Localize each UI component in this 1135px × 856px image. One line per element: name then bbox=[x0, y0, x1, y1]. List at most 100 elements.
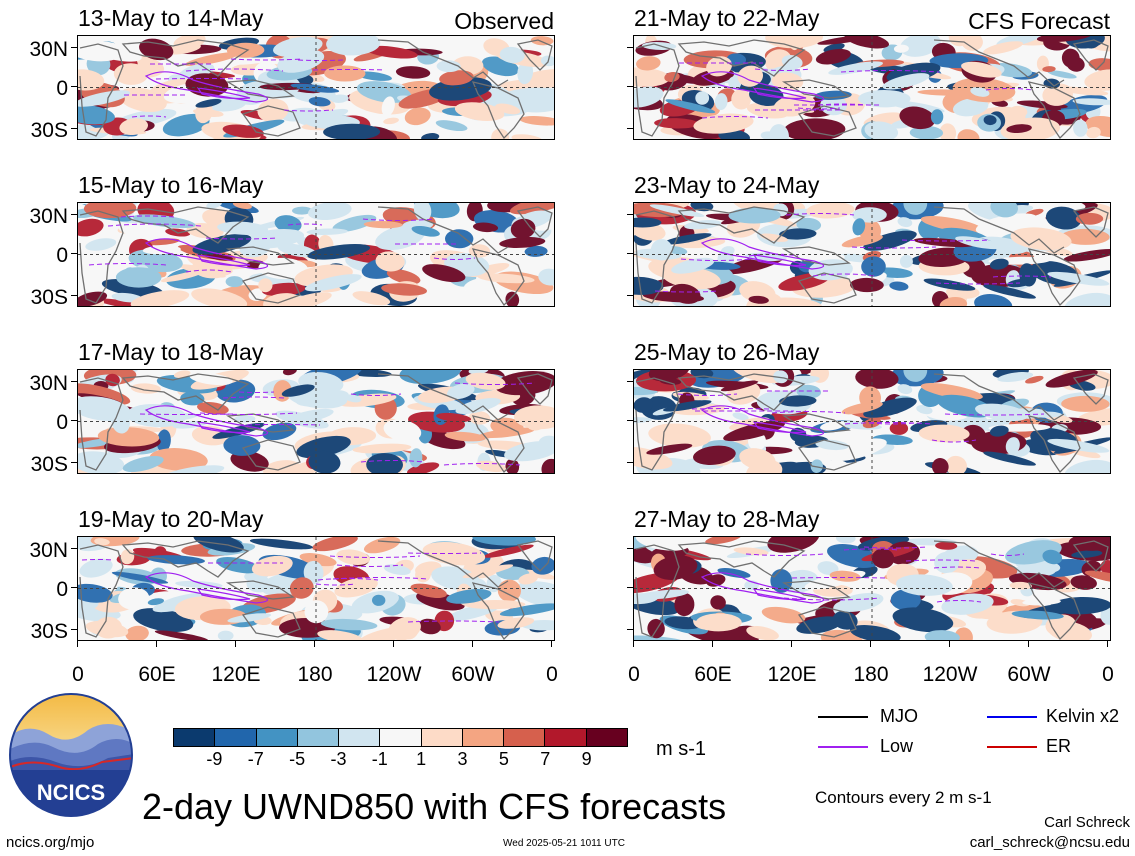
colorbar-units: m s-1 bbox=[656, 738, 706, 760]
axis-tick bbox=[627, 629, 633, 630]
lat-label-30s: 30S bbox=[30, 119, 68, 142]
axis-tick bbox=[627, 381, 633, 382]
panel-title-obs-4: 19-May to 20-May bbox=[78, 506, 264, 532]
axis-tick bbox=[627, 462, 633, 463]
axis-tick bbox=[1028, 640, 1029, 647]
lon-label: 180 bbox=[297, 663, 333, 686]
lat-label-eq: 0 bbox=[56, 411, 68, 434]
axis-tick bbox=[627, 47, 633, 48]
axis-tick bbox=[71, 629, 77, 630]
legend-line-kelvin bbox=[987, 716, 1037, 718]
colorbar-swatch bbox=[503, 729, 545, 746]
colorbar-swatch bbox=[461, 729, 504, 746]
axis-tick bbox=[627, 548, 633, 549]
colorbar-tick-label: 9 bbox=[581, 749, 592, 769]
footer-author: Carl Schreck bbox=[1044, 814, 1130, 831]
axis-tick bbox=[77, 640, 78, 647]
lon-label: 0 bbox=[1102, 663, 1114, 686]
colorbar-swatch bbox=[585, 729, 627, 746]
footer-email[interactable]: carl_schreck@ncsu.edu bbox=[969, 834, 1130, 851]
legend-label-kelvin: Kelvin x2 bbox=[1046, 706, 1120, 726]
lon-label: 60E bbox=[138, 663, 176, 686]
panel-title-fcst-4: 27-May to 28-May bbox=[634, 506, 820, 532]
axis-tick bbox=[712, 640, 713, 647]
legend-label-er: ER bbox=[1046, 736, 1072, 756]
colorbar-swatch bbox=[338, 729, 380, 746]
axis-tick bbox=[156, 640, 157, 647]
axis-tick bbox=[71, 47, 77, 48]
map-panel-fcst-3 bbox=[633, 369, 1111, 474]
axis-tick bbox=[949, 640, 950, 647]
axis-tick bbox=[71, 587, 77, 588]
legend-label-low: Low bbox=[880, 736, 914, 756]
page-title: 2-day UWND850 with CFS forecasts bbox=[142, 786, 727, 827]
lon-label: 0 bbox=[72, 663, 84, 686]
axis-tick bbox=[71, 253, 77, 254]
axis-tick bbox=[627, 214, 633, 215]
axis-tick bbox=[393, 640, 394, 647]
lat-label-eq: 0 bbox=[56, 578, 68, 601]
lon-label: 0 bbox=[628, 663, 640, 686]
contour-note: Contours every 2 m s-1 bbox=[815, 788, 992, 807]
colorbar-tick-label: -9 bbox=[206, 749, 223, 769]
axis-tick bbox=[627, 86, 633, 87]
colorbar bbox=[173, 728, 628, 747]
lat-label-eq: 0 bbox=[56, 244, 68, 267]
colorbar-tick-label: -3 bbox=[330, 749, 347, 769]
legend-line-mjo bbox=[818, 716, 868, 718]
panel-title-obs-1: 13-May to 14-May bbox=[78, 5, 264, 31]
axis-tick bbox=[71, 295, 77, 296]
footer-url[interactable]: ncics.org/mjo bbox=[6, 834, 95, 851]
logo-text: NCICS bbox=[37, 780, 105, 805]
colorbar-tick-label: -7 bbox=[247, 749, 264, 769]
lon-label: 0 bbox=[546, 663, 558, 686]
lon-label: 60W bbox=[1007, 663, 1051, 686]
map-panel-fcst-4 bbox=[633, 536, 1111, 641]
panel-title-fcst-1: 21-May to 22-May bbox=[634, 5, 820, 31]
axis-tick bbox=[71, 381, 77, 382]
panel-title-obs-2: 15-May to 16-May bbox=[78, 172, 264, 198]
axis-tick bbox=[71, 214, 77, 215]
colorbar-swatch bbox=[214, 729, 256, 746]
axis-tick bbox=[627, 420, 633, 421]
colorbar-swatch bbox=[174, 729, 215, 746]
axis-tick bbox=[1107, 640, 1108, 647]
lon-label: 120W bbox=[922, 663, 978, 686]
map-panel-obs-2 bbox=[77, 202, 555, 307]
axis-tick bbox=[71, 548, 77, 549]
lon-label: 60E bbox=[694, 663, 732, 686]
axis-tick bbox=[472, 640, 473, 647]
panel-title-obs-3: 17-May to 18-May bbox=[78, 339, 264, 365]
footer-timestamp: Wed 2025-05-21 1011 UTC bbox=[503, 838, 625, 849]
axis-tick bbox=[870, 640, 871, 647]
colorbar-tick-label: 3 bbox=[457, 749, 468, 769]
axis-tick bbox=[627, 128, 633, 129]
lon-label: 120E bbox=[767, 663, 817, 686]
map-panel-fcst-1 bbox=[633, 35, 1111, 140]
colorbar-tick-label: -1 bbox=[371, 749, 388, 769]
lat-label-30s: 30S bbox=[30, 620, 68, 643]
axis-tick bbox=[791, 640, 792, 647]
lon-label: 120W bbox=[366, 663, 422, 686]
axis-tick bbox=[314, 640, 315, 647]
lon-label: 60W bbox=[451, 663, 495, 686]
axis-tick bbox=[71, 462, 77, 463]
observed-label: Observed bbox=[454, 8, 554, 34]
axis-tick bbox=[633, 640, 634, 647]
lat-label-eq: 0 bbox=[56, 77, 68, 100]
axis-tick bbox=[71, 86, 77, 87]
colorbar-swatch bbox=[544, 729, 586, 746]
colorbar-tick-label: -5 bbox=[289, 749, 306, 769]
lat-label-30n: 30N bbox=[29, 205, 68, 228]
colorbar-swatch bbox=[379, 729, 421, 746]
lat-label-30s: 30S bbox=[30, 286, 68, 309]
lon-label: 180 bbox=[853, 663, 889, 686]
map-panel-obs-3 bbox=[77, 369, 555, 474]
axis-tick bbox=[235, 640, 236, 647]
cfs-forecast-label: CFS Forecast bbox=[968, 8, 1110, 34]
lon-label: 120E bbox=[211, 663, 261, 686]
colorbar-tick-label: 1 bbox=[416, 749, 427, 769]
colorbar-tick-label: 5 bbox=[498, 749, 509, 769]
colorbar-tick-label: 7 bbox=[540, 749, 551, 769]
axis-tick bbox=[71, 420, 77, 421]
